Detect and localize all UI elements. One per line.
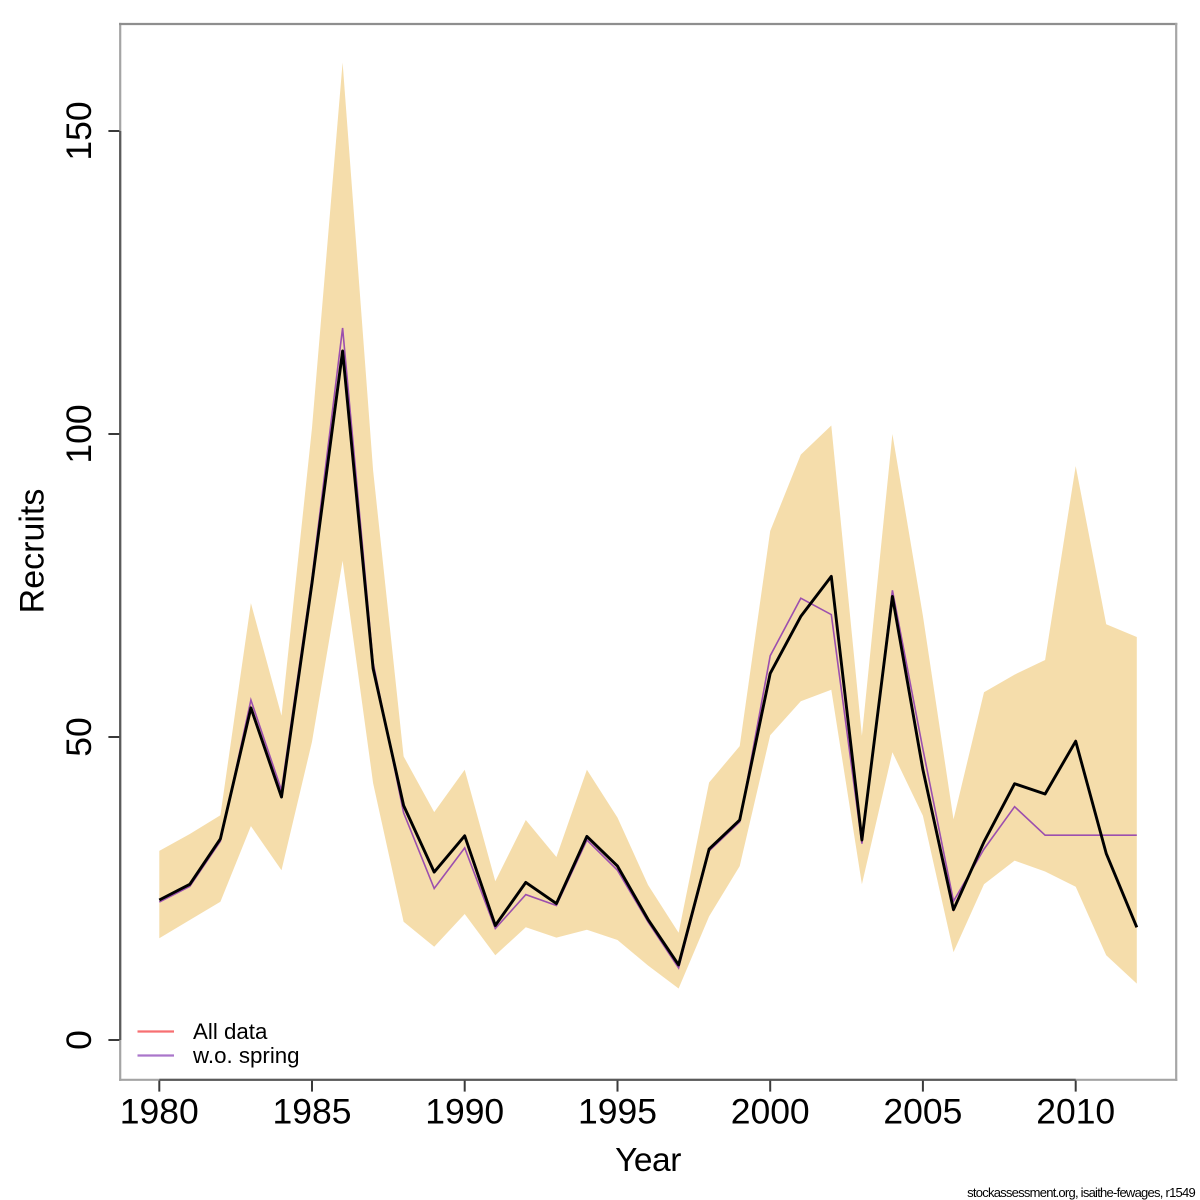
svg-text:1980: 1980 bbox=[120, 1092, 199, 1132]
svg-text:100: 100 bbox=[59, 404, 99, 463]
svg-text:0: 0 bbox=[59, 1030, 99, 1050]
svg-text:Recruits: Recruits bbox=[14, 489, 52, 614]
svg-text:2000: 2000 bbox=[731, 1092, 810, 1132]
svg-text:1990: 1990 bbox=[425, 1092, 504, 1132]
svg-text:1995: 1995 bbox=[578, 1092, 657, 1132]
svg-text:stockassessment.org, isaithe-f: stockassessment.org, isaithe-fewages, r1… bbox=[967, 1185, 1195, 1200]
svg-text:2005: 2005 bbox=[883, 1092, 962, 1132]
svg-text:50: 50 bbox=[59, 717, 99, 757]
svg-text:2010: 2010 bbox=[1036, 1092, 1115, 1132]
svg-text:Year: Year bbox=[615, 1142, 681, 1179]
svg-text:w.o. spring: w.o. spring bbox=[192, 1043, 300, 1068]
svg-text:1985: 1985 bbox=[273, 1092, 352, 1132]
svg-text:All data: All data bbox=[193, 1019, 268, 1044]
svg-text:150: 150 bbox=[59, 101, 99, 160]
